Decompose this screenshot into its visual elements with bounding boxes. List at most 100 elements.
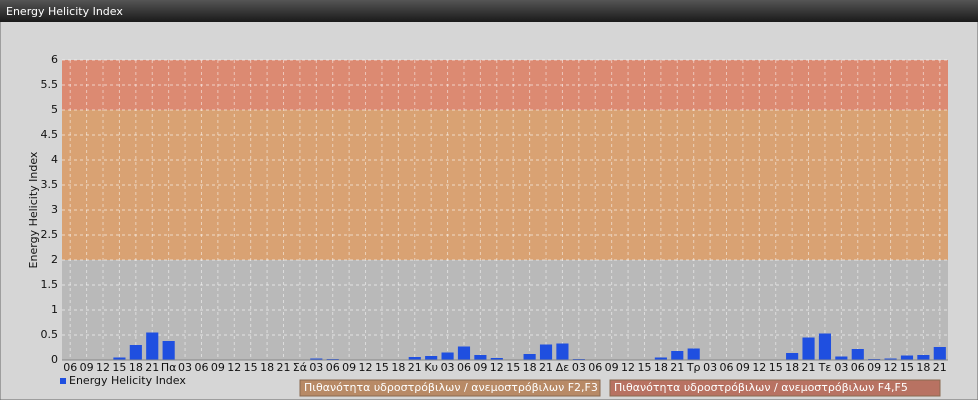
x-tick-label: 15 (112, 361, 126, 374)
x-tick-label: 12 (752, 361, 766, 374)
x-tick-label: 18 (523, 361, 537, 374)
band-legend-label: Πιθανότητα υδροστρόβιλων / ανεμοστρόβιλω… (304, 381, 598, 394)
x-tick-label: 21 (277, 361, 291, 374)
bar (556, 343, 569, 360)
x-tick-label: 15 (637, 361, 651, 374)
y-tick-label: 3 (51, 203, 58, 216)
bar (162, 341, 175, 360)
x-tick-label: 03 (572, 361, 586, 374)
x-tick-label: 18 (785, 361, 799, 374)
x-tick-label: 21 (408, 361, 422, 374)
x-tick-label: 12 (884, 361, 898, 374)
x-tick-label: 03 (309, 361, 323, 374)
x-tick-label: 18 (916, 361, 930, 374)
bar (113, 357, 126, 360)
bar (441, 352, 454, 360)
bar (802, 337, 815, 360)
bar (818, 333, 832, 360)
x-tick-label: 18 (391, 361, 405, 374)
bar (490, 358, 503, 360)
y-tick-label: 2.5 (41, 228, 59, 241)
bar (457, 346, 471, 360)
bar (884, 358, 897, 360)
bar (671, 351, 684, 360)
x-tick-label: 06 (720, 361, 734, 374)
title-bar (0, 0, 978, 22)
x-tick-label: Σά (293, 361, 307, 374)
y-tick-label: 3.5 (41, 178, 59, 191)
x-tick-label: 15 (900, 361, 914, 374)
x-tick-label: 09 (211, 361, 225, 374)
bar (900, 355, 914, 360)
chart-title: Energy Helicity Index (6, 5, 123, 18)
x-tick-label: 15 (769, 361, 783, 374)
x-tick-label: 21 (933, 361, 947, 374)
legend-marker (60, 378, 66, 384)
y-tick-label: 5.5 (41, 78, 59, 91)
y-tick-label: 4 (51, 153, 58, 166)
y-tick-label: 1.5 (41, 278, 59, 291)
x-tick-label: 09 (80, 361, 94, 374)
x-tick-label: 21 (802, 361, 816, 374)
x-tick-label: Τε (818, 361, 832, 374)
x-tick-label: 12 (96, 361, 110, 374)
x-tick-label: 06 (63, 361, 77, 374)
x-tick-label: 06 (194, 361, 208, 374)
y-tick-label: 6 (51, 53, 58, 66)
x-tick-label: 09 (605, 361, 619, 374)
bar (474, 355, 487, 360)
y-axis-title: Energy Helicity Index (27, 151, 40, 268)
x-tick-label: 03 (441, 361, 455, 374)
bar (917, 355, 930, 360)
x-tick-label: Πα (161, 361, 177, 374)
x-tick-label: 03 (834, 361, 848, 374)
x-tick-label: Κυ (424, 361, 438, 374)
x-tick-label: 21 (670, 361, 684, 374)
x-tick-label: 03 (178, 361, 192, 374)
bar (129, 345, 142, 360)
bar (654, 357, 667, 360)
x-tick-label: 03 (703, 361, 717, 374)
bar (408, 357, 421, 360)
x-tick-label: 15 (506, 361, 520, 374)
x-tick-label: 12 (621, 361, 635, 374)
bar (523, 354, 536, 360)
y-tick-label: 5 (51, 103, 58, 116)
bar (786, 353, 799, 360)
y-tick-label: 2 (51, 253, 58, 266)
bar (835, 356, 848, 360)
y-tick-label: 0.5 (41, 328, 59, 341)
x-tick-label: Τρ (686, 361, 701, 374)
x-tick-label: 12 (227, 361, 241, 374)
x-tick-label: 21 (539, 361, 553, 374)
bar (687, 348, 700, 360)
x-tick-label: 06 (457, 361, 471, 374)
bar (539, 344, 553, 360)
y-tick-label: 1 (51, 303, 58, 316)
bar (146, 332, 159, 360)
x-tick-label: 06 (326, 361, 340, 374)
x-tick-label: 18 (129, 361, 143, 374)
x-tick-label: 09 (736, 361, 750, 374)
band-legend-button[interactable] (299, 379, 601, 397)
x-tick-label: 21 (145, 361, 159, 374)
x-tick-label: 15 (244, 361, 258, 374)
x-tick-label: 09 (473, 361, 487, 374)
bar (310, 358, 323, 360)
band-legend-label: Πιθανότητα υδροστρόβιλων / ανεμοστρόβιλω… (614, 381, 908, 394)
x-tick-label: Δε (556, 361, 570, 374)
x-tick-label: 09 (342, 361, 356, 374)
x-tick-label: 06 (588, 361, 602, 374)
x-tick-label: 18 (654, 361, 668, 374)
y-tick-label: 4.5 (41, 128, 59, 141)
y-tick-label: 0 (51, 353, 58, 366)
bar (933, 347, 946, 360)
x-tick-label: 06 (851, 361, 865, 374)
bar (425, 356, 438, 360)
band-legend-button[interactable] (609, 379, 941, 397)
legend-label: Energy Helicity Index (69, 374, 186, 387)
x-tick-label: 12 (490, 361, 504, 374)
x-tick-label: 18 (260, 361, 274, 374)
